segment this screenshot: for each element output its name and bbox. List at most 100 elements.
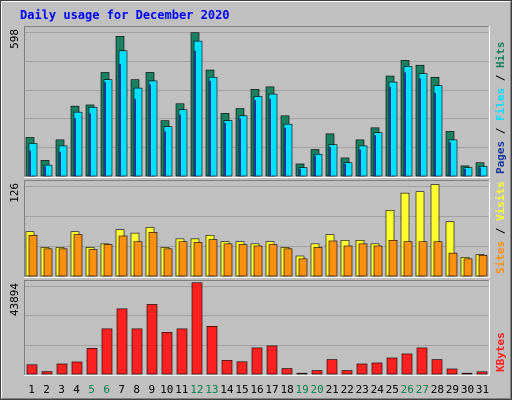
bar-sites-day-20 [313,247,323,277]
bar-kbytes-day-7 [116,308,128,375]
x-tick-label-day-7: 7 [118,383,125,396]
bar-sites-day-27 [418,241,428,277]
x-tick-label-day-24: 24 [371,383,385,396]
bar-pages-day-7 [119,64,121,176]
bar-kbytes-day-23 [356,363,368,375]
bar-sites-day-22 [343,245,353,277]
bar-sites-day-14 [223,243,233,277]
bar-kbytes-day-24 [371,362,383,375]
bar-pages-day-12 [194,50,196,176]
bar-sites-day-23 [358,243,368,277]
bar-pages-day-29 [449,142,451,176]
x-tick-label-day-22: 22 [341,383,354,396]
bar-kbytes-day-22 [341,370,353,375]
bar-kbytes-day-28 [431,359,443,375]
bar-kbytes-day-29 [446,368,458,375]
bar-kbytes-day-11 [176,328,188,375]
x-tick-label-day-5: 5 [88,383,95,396]
panel-max-label: 598 [8,29,21,49]
bar-sites-day-19 [298,258,308,277]
bar-sites-day-1 [28,234,38,277]
bar-sites-day-13 [208,239,218,277]
x-axis-day-labels: 1 2 3 4 5 6 7 8 9 10 11 12 13 14 15 16 17 18 19 20 21 22 23 24 2… [28,383,489,396]
bar-sites-day-12 [193,242,203,277]
legend-entry-sites: Sites [494,241,507,274]
bar-sites-day-21 [328,240,338,277]
bar-pages-day-24 [374,135,376,176]
bar-pages-day-25 [389,86,391,176]
x-tick-label-day-6: 6 [103,383,110,396]
bar-kbytes-day-17 [266,345,278,375]
x-tick-label-day-28: 28 [431,383,444,396]
bar-pages-day-6 [104,82,106,176]
x-tick-label-day-1: 1 [28,383,35,396]
bar-kbytes-day-3 [56,363,68,375]
chart-panels: 598 Pages / Files / Hits 126 Sites / Visits… [8,26,507,376]
bar-kbytes-day-2 [41,371,53,375]
bar-kbytes-day-14 [221,360,233,375]
panel-hits-files-pages: 598 Pages / Files / Hits [8,26,507,178]
legend-entry-hits: Hits [494,42,507,69]
bar-kbytes-day-13 [206,325,218,375]
bar-pages-day-30 [464,168,466,176]
x-tick-label-day-13: 13 [205,383,218,396]
x-tick-label-day-20: 20 [310,383,323,396]
bar-sites-day-4 [73,234,83,277]
panel-legend: KBytes [494,332,507,372]
bar-sites-day-26 [403,241,413,277]
bar-pages-day-1 [29,150,31,176]
bar-kbytes-day-20 [311,370,323,375]
bar-pages-day-15 [239,118,241,176]
bar-pages-day-19 [299,168,301,176]
bar-kbytes-day-19 [296,372,308,375]
bar-pages-day-8 [134,98,136,176]
x-tick-label-day-18: 18 [280,383,293,396]
bar-kbytes-day-6 [101,328,113,375]
bar-pages-day-26 [404,72,406,176]
bar-sites-day-24 [373,245,383,277]
panel-legend: Sites / Visits [494,181,507,274]
x-tick-label-day-4: 4 [73,383,80,396]
x-tick-label-day-23: 23 [356,383,369,396]
bar-sites-day-16 [253,245,263,277]
bar-kbytes-day-15 [236,361,248,375]
bar-sites-day-31 [478,254,488,277]
panel-visits-sites: 126 Sites / Visits [8,180,507,278]
x-tick-label-day-25: 25 [386,383,399,396]
bar-pages-day-11 [179,114,181,176]
bar-pages-day-20 [314,155,316,176]
bar-pages-day-31 [479,167,481,176]
x-tick-label-day-11: 11 [175,383,188,396]
bar-sites-day-3 [58,248,68,277]
x-tick-label-day-2: 2 [43,383,50,396]
bar-sites-day-2 [43,248,53,277]
panel-legend: Pages / Files / Hits [494,42,507,175]
bar-pages-day-5 [89,113,91,176]
panel-kbytes: 43894 KBytes [8,280,507,376]
bar-pages-day-9 [149,84,151,176]
panel-max-label: 43894 [8,283,21,316]
legend-separator: / [494,68,507,88]
x-tick-label-day-15: 15 [235,383,248,396]
bar-sites-day-17 [268,244,278,277]
bar-kbytes-day-30 [461,372,473,375]
bar-pages-day-18 [284,127,286,176]
bar-kbytes-day-21 [326,359,338,375]
x-tick-label-day-16: 16 [250,383,263,396]
bar-kbytes-day-1 [26,364,38,375]
chart-title: Daily usage for December 2020 [20,8,230,22]
bar-sites-day-5 [88,249,98,277]
x-tick-label-day-31: 31 [476,383,489,396]
bar-sites-day-6 [103,244,113,277]
x-tick-label-day-12: 12 [190,383,203,396]
x-tick-label-day-10: 10 [160,383,173,396]
legend-separator: / [494,221,507,241]
bar-kbytes-day-5 [86,348,98,375]
x-tick-label-day-27: 27 [416,383,429,396]
x-tick-label-day-9: 9 [148,383,155,396]
bar-sites-day-28 [433,241,443,277]
bar-sites-day-9 [148,232,158,277]
bar-pages-day-13 [209,80,211,176]
bar-sites-day-15 [238,244,248,277]
bar-kbytes-day-9 [146,304,158,375]
